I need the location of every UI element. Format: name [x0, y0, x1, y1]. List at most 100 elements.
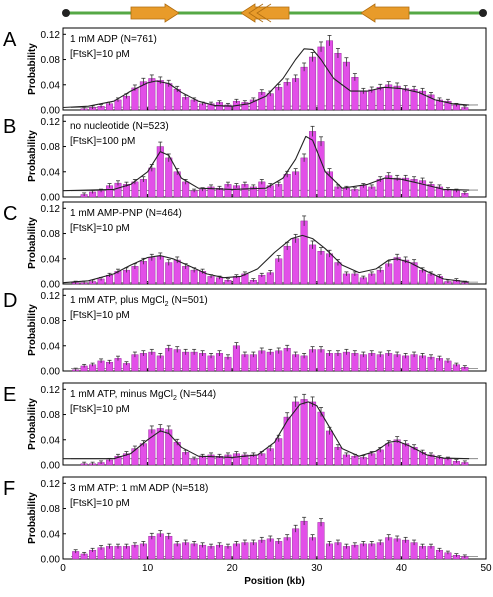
bar [325, 430, 333, 466]
gene-arrow-left [240, 3, 290, 23]
panel-letter: A [3, 29, 17, 51]
bar [165, 262, 173, 285]
y-axis-label: Probability [27, 492, 38, 544]
bar [173, 349, 181, 372]
x-tick-label: 10 [142, 563, 154, 574]
bar [292, 401, 300, 466]
bar [258, 350, 266, 372]
y-tick-label: 0.04 [41, 435, 61, 446]
bar [300, 220, 308, 285]
bar [165, 348, 173, 372]
bar [334, 262, 342, 285]
bar [393, 85, 401, 111]
annotation-text: no nucleotide (N=523) [70, 121, 169, 132]
y-tick-label: 0.08 [41, 229, 61, 240]
bar [275, 438, 283, 466]
bar [351, 76, 359, 111]
x-tick-label: 20 [227, 563, 239, 574]
annotation-subscript: 2 [165, 301, 169, 308]
gene-arrow-left [360, 3, 410, 23]
annotation-line-1: 1 mM ATP, plus MgCl2 (N=501) [70, 295, 208, 308]
bar [376, 87, 384, 111]
annotation-line-1: 1 mM AMP-PNP (N=464) [70, 208, 182, 219]
bar [258, 92, 266, 111]
annotation-tail: (N=544) [177, 389, 216, 400]
panel-letter: C [3, 203, 17, 225]
bar [368, 89, 376, 111]
bar [139, 443, 147, 466]
y-tick-label: 0.00 [41, 280, 61, 291]
bar [300, 399, 308, 466]
bar [342, 351, 350, 372]
y-tick-label: 0.08 [41, 504, 61, 515]
bar [385, 443, 393, 466]
bar [376, 179, 384, 198]
bar [139, 179, 147, 198]
bar [266, 351, 274, 372]
bar [275, 541, 283, 560]
bar [385, 353, 393, 372]
bar [393, 439, 401, 466]
dna-end-marker [479, 9, 487, 17]
bar [275, 258, 283, 285]
bar [165, 83, 173, 111]
bar [283, 245, 291, 285]
bar [385, 263, 393, 285]
annotation-subscript: 2 [173, 395, 177, 402]
bar [275, 350, 283, 372]
bar [402, 259, 410, 285]
y-tick-label: 0.00 [41, 106, 61, 117]
bar [292, 171, 300, 198]
y-tick-label: 0.04 [41, 254, 61, 265]
bar [156, 146, 164, 198]
annotation-line-1: 1 mM ADP (N=761) [70, 34, 157, 45]
y-axis-label: Probability [27, 43, 38, 95]
x-tick-label: 30 [311, 563, 323, 574]
bar [385, 537, 393, 560]
bar [148, 167, 156, 198]
bar [325, 353, 333, 372]
bar [309, 56, 317, 111]
dna-end-marker [62, 9, 70, 17]
bar [283, 82, 291, 111]
y-tick-label: 0.12 [41, 479, 61, 490]
bar [359, 90, 367, 111]
bar [393, 257, 401, 285]
y-tick-label: 0.12 [41, 385, 61, 396]
panel-letter: D [3, 290, 17, 312]
y-axis-label: Probability [27, 217, 38, 269]
bar [275, 87, 283, 111]
bar [402, 88, 410, 111]
bar [182, 351, 190, 372]
bar [317, 349, 325, 372]
fit-curve [62, 48, 470, 109]
bar [283, 537, 291, 560]
annotation-text: 1 mM AMP-PNP (N=464) [70, 208, 182, 219]
bar [148, 257, 156, 285]
baseline [70, 104, 479, 108]
y-tick-label: 0.12 [41, 291, 61, 302]
panel-letter: B [3, 116, 16, 138]
y-tick-label: 0.04 [41, 167, 61, 178]
gene-arrow-right [130, 3, 180, 23]
annotation-tail: (N=501) [169, 295, 208, 306]
annotation-line-1: no nucleotide (N=523) [70, 121, 169, 132]
panel-letter: F [3, 478, 15, 500]
panel-letter: E [3, 384, 16, 406]
annotation-line-1: 1 mM ATP, minus MgCl2 (N=544) [70, 389, 216, 402]
y-tick-label: 0.12 [41, 204, 61, 215]
x-tick-label: 40 [396, 563, 408, 574]
y-tick-label: 0.00 [41, 461, 61, 472]
annotation-line-2: [FtsK]=10 pM [70, 310, 130, 321]
bar [156, 256, 164, 285]
bar [300, 157, 308, 198]
dna-schematic [62, 3, 487, 23]
bar [266, 538, 274, 560]
annotation-line-2: [FtsK]=10 pM [70, 223, 130, 234]
y-tick-label: 0.00 [41, 193, 61, 204]
